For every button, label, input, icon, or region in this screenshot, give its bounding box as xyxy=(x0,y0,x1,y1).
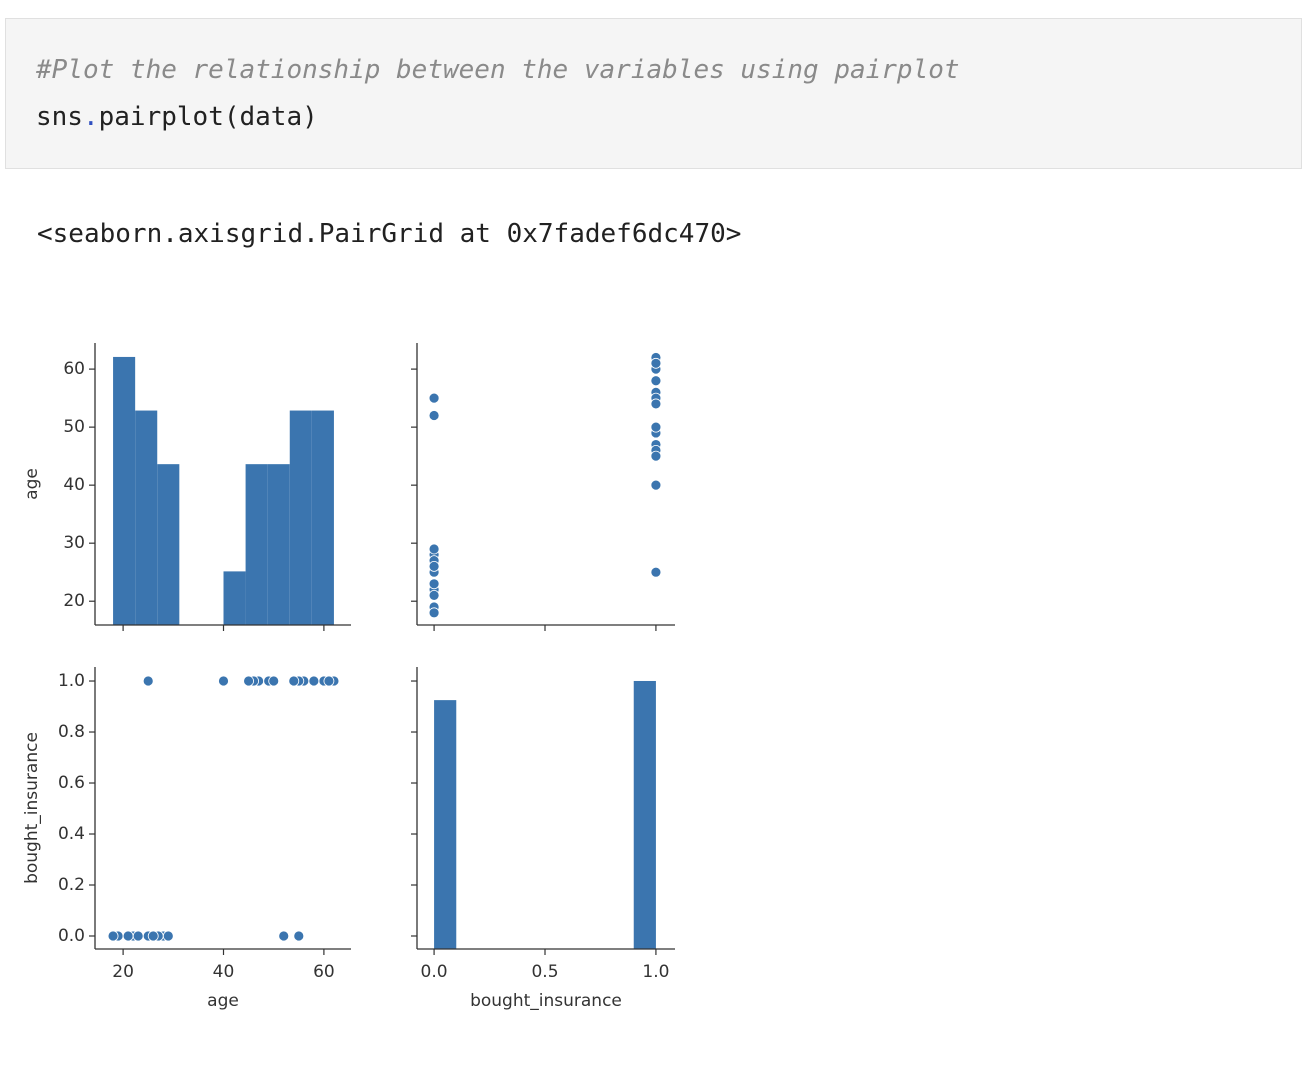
point xyxy=(323,675,335,687)
x-axis-label: age xyxy=(207,991,239,1011)
code-token: sns xyxy=(36,102,83,132)
y-tick-label: 0.8 xyxy=(58,722,85,742)
point xyxy=(308,675,320,687)
point xyxy=(293,930,305,942)
point xyxy=(428,578,440,590)
point xyxy=(650,566,662,578)
bar xyxy=(434,700,457,949)
y-tick-label: 50 xyxy=(63,417,85,437)
point xyxy=(428,560,440,572)
point xyxy=(428,543,440,555)
point xyxy=(132,930,144,942)
y-tick-label: 20 xyxy=(63,591,85,611)
bar xyxy=(267,464,290,625)
point xyxy=(142,675,154,687)
bar xyxy=(135,410,158,625)
point xyxy=(278,930,290,942)
x-tick-label: 1.0 xyxy=(642,962,669,982)
y-tick-label: 1.0 xyxy=(58,671,85,691)
y-tick-label: 0.6 xyxy=(58,773,85,793)
y-tick-label: 0.4 xyxy=(58,824,85,844)
point xyxy=(650,450,662,462)
point xyxy=(428,590,440,601)
y-tick-label: 40 xyxy=(63,475,85,495)
point xyxy=(288,675,300,687)
point xyxy=(243,675,255,687)
y-tick-label: 60 xyxy=(63,359,85,379)
point xyxy=(650,375,662,387)
code-comment: #Plot the relationship between the varia… xyxy=(36,55,960,85)
x-axis-label: bought_insurance xyxy=(470,991,622,1011)
point xyxy=(650,421,662,433)
bar xyxy=(289,410,312,625)
point xyxy=(428,392,440,404)
bar xyxy=(245,464,268,625)
bar xyxy=(157,464,180,625)
point xyxy=(218,675,229,687)
point xyxy=(268,675,280,687)
x-tick-label: 0.5 xyxy=(531,962,558,982)
point xyxy=(122,930,134,942)
code-line: sns.pairplot(data) xyxy=(36,102,318,132)
x-tick-label: 0.0 xyxy=(421,962,448,982)
code-token: . xyxy=(82,102,99,132)
bar xyxy=(113,356,136,625)
y-axis-label: age xyxy=(22,468,42,500)
point xyxy=(428,607,440,619)
code-token: pairplot(data) xyxy=(98,102,318,132)
point xyxy=(428,410,440,421)
point xyxy=(650,398,662,410)
bar xyxy=(311,410,334,625)
y-tick-label: 0.0 xyxy=(58,926,85,946)
y-tick-label: 0.2 xyxy=(58,875,85,895)
bar xyxy=(633,680,656,949)
x-tick-label: 60 xyxy=(313,962,335,982)
y-tick-label: 30 xyxy=(63,533,85,553)
x-tick-label: 40 xyxy=(213,962,235,982)
code-cell[interactable]: #Plot the relationship between the varia… xyxy=(5,18,1302,169)
x-tick-label: 20 xyxy=(112,962,134,982)
bar xyxy=(223,571,246,625)
point xyxy=(162,930,174,942)
output-text: <seaborn.axisgrid.PairGrid at 0x7fadef6d… xyxy=(37,219,742,249)
point xyxy=(650,357,662,369)
point xyxy=(107,930,119,942)
point xyxy=(650,479,662,491)
y-axis-label: bought_insurance xyxy=(22,732,42,884)
point xyxy=(147,930,159,942)
